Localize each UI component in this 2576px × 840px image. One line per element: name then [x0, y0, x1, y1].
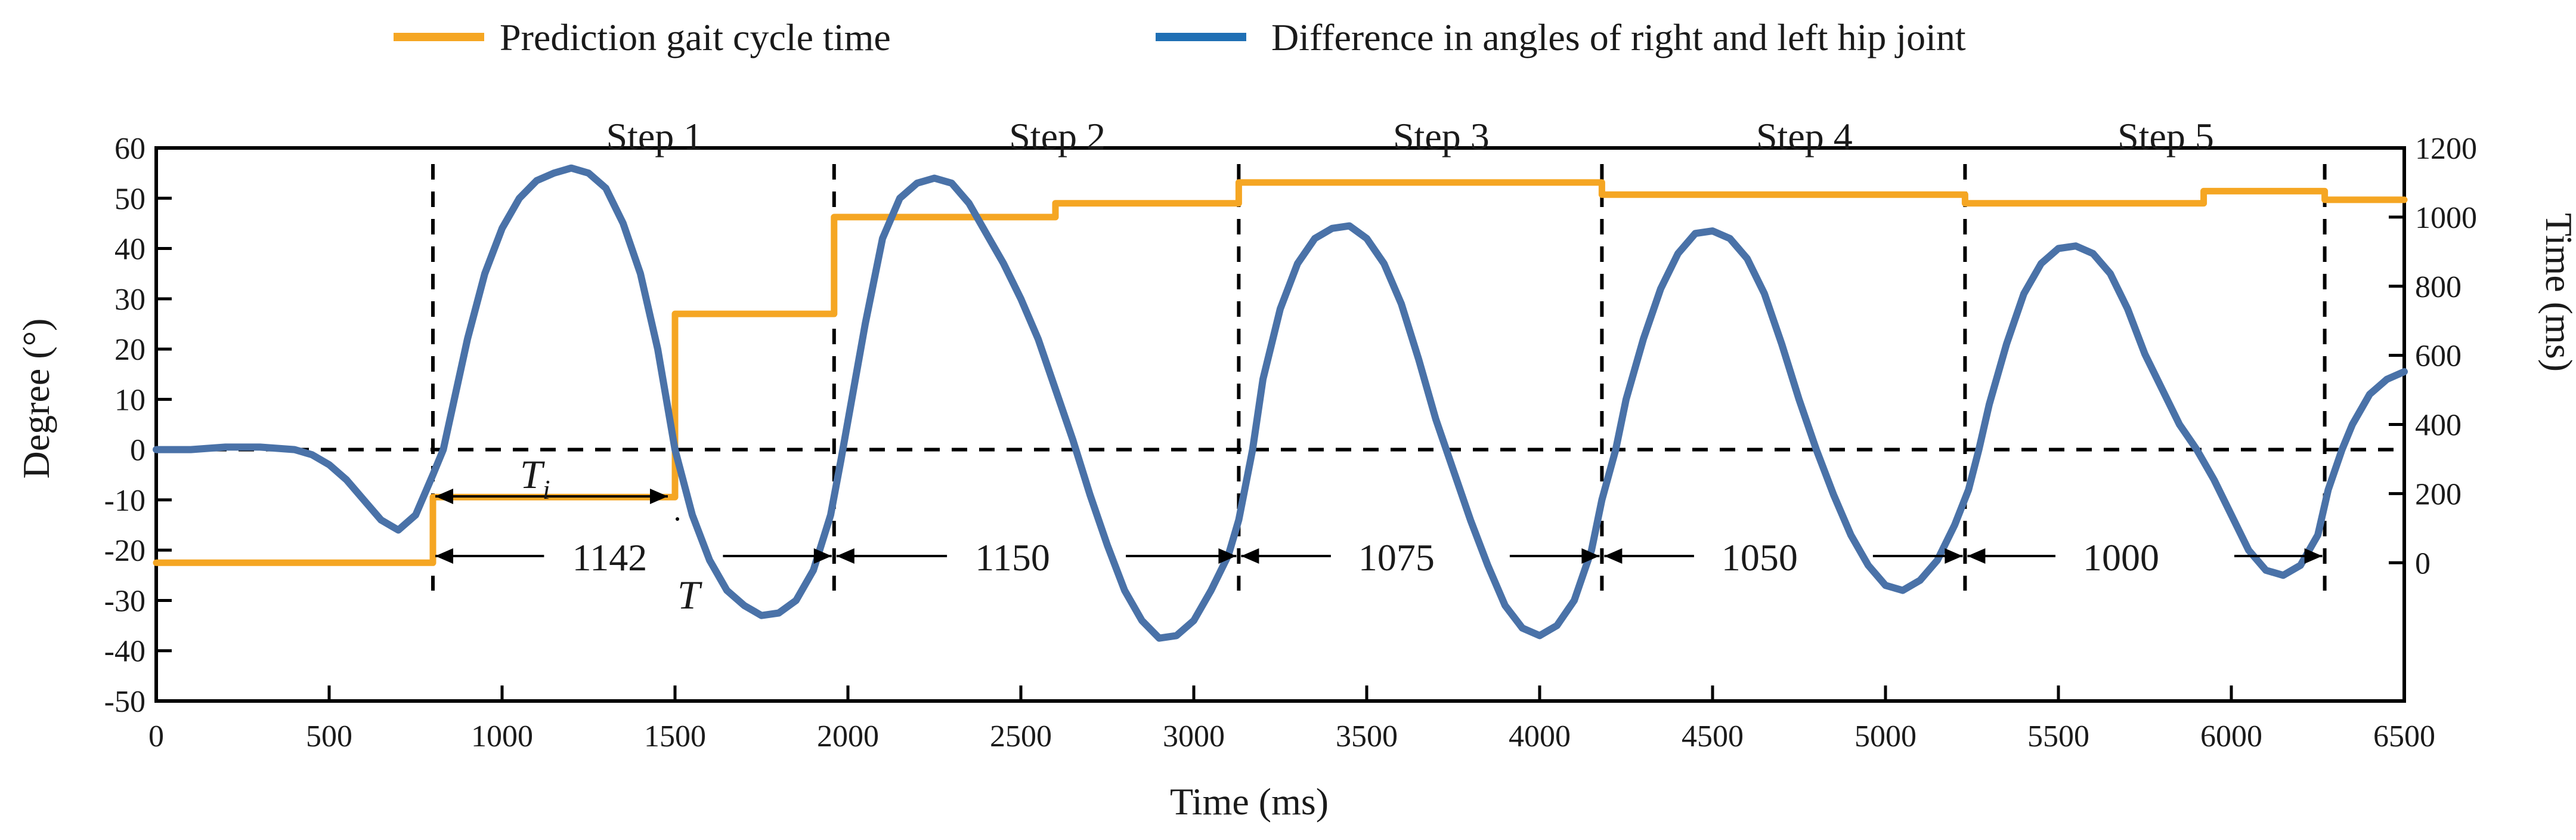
y-tick-label: 20 [114, 333, 145, 367]
step-label: Step 5 [2117, 115, 2214, 158]
plot-frame [154, 146, 2406, 703]
step-label: Step 3 [1393, 115, 1490, 158]
y-tick-label: -30 [104, 584, 145, 618]
x-tick-label: 3500 [1336, 719, 1398, 753]
y-tick-label: 50 [114, 182, 145, 216]
guides-layer [156, 164, 2404, 591]
legend: Prediction gait cycle time Difference in… [394, 16, 1966, 58]
y2-axis-title: Time (ms) [2538, 213, 2576, 372]
x-tick-label: 5000 [1854, 719, 1916, 753]
x-tick-label: 2000 [817, 719, 879, 753]
x-tick-label: 1000 [471, 719, 533, 753]
t-label: T [677, 572, 702, 617]
y2-tick-label: 600 [2415, 339, 2462, 373]
y2-tick-label: 200 [2415, 477, 2462, 511]
y2-tick-label: 1000 [2415, 201, 2477, 235]
duration-arrowhead-right [813, 548, 832, 564]
axes-layer: 0 500 1000 1500 2000 2500 3000 3500 4000 4500 5000… [104, 132, 2477, 753]
step-duration-label: 1050 [1722, 536, 1798, 579]
duration-arrowhead-right [2304, 548, 2323, 564]
duration-arrowhead-left [1967, 548, 1986, 564]
series-hip-difference-line [153, 164, 2408, 642]
step-label: Step 4 [1756, 115, 1853, 158]
y2-tick-label: 400 [2415, 409, 2462, 443]
x-tick-label: 2500 [990, 719, 1052, 753]
step-duration-label: 1142 [572, 536, 648, 579]
y-tick-label: 0 [130, 434, 145, 468]
series-layer [153, 164, 2408, 642]
duration-arrowhead-left [1241, 548, 1259, 564]
x-tick-label: 4000 [1509, 719, 1571, 753]
y-tick-label: 30 [114, 283, 145, 317]
step-label: Step 1 [606, 115, 703, 158]
x-tick-label: 500 [306, 719, 352, 753]
ti-subscript: i [543, 474, 550, 505]
y-tick-label: 10 [114, 383, 145, 417]
ti-arrowhead-right [650, 489, 668, 504]
annotation-layer: Step 1 Step 2 Step 3 Step 4 Step 5 1142 1150 10… [435, 115, 2323, 617]
ti-marker-dot [676, 517, 679, 521]
legend-label-prediction: Prediction gait cycle time [500, 16, 891, 58]
y2-tick-label: 800 [2415, 270, 2462, 304]
duration-arrowhead-right [1581, 548, 1600, 564]
step-label: Step 2 [1009, 115, 1106, 158]
y2-tick-label: 0 [2415, 546, 2431, 580]
duration-arrowhead-left [1604, 548, 1623, 564]
step-duration-label: 1150 [975, 536, 1050, 579]
x-tick-label: 3000 [1163, 719, 1225, 753]
x-tick-label: 6000 [2200, 719, 2262, 753]
x-tick-label: 5500 [2027, 719, 2089, 753]
y-tick-label: 40 [114, 233, 145, 267]
y-tick-label: -40 [104, 635, 145, 669]
x-tick-label: 6500 [2373, 719, 2435, 753]
duration-arrowhead-right [1218, 548, 1237, 564]
legend-label-hip-difference: Difference in angles of right and left h… [1271, 16, 1966, 58]
x-tick-label: 0 [148, 719, 164, 753]
y-tick-label: -50 [104, 685, 145, 719]
y-axis-title: Degree (°) [15, 319, 57, 479]
y2-tick-label: 1200 [2415, 132, 2477, 166]
y-tick-label: -10 [104, 484, 145, 518]
x-tick-label: 1500 [644, 719, 706, 753]
step-duration-label: 1075 [1358, 536, 1435, 579]
x-tick-label: 4500 [1682, 719, 1744, 753]
y-tick-label: -20 [104, 534, 145, 568]
y-tick-label: 60 [114, 132, 145, 166]
step-duration-label: 1000 [2083, 536, 2159, 579]
series-prediction-line [153, 179, 2408, 566]
duration-arrowhead-left [435, 548, 453, 564]
duration-arrowhead-right [1945, 548, 1963, 564]
x-axis-title: Time (ms) [1170, 780, 1329, 823]
ti-arrowhead-left [435, 489, 453, 504]
duration-arrowhead-left [836, 548, 854, 564]
ti-label: Ti [520, 452, 550, 505]
